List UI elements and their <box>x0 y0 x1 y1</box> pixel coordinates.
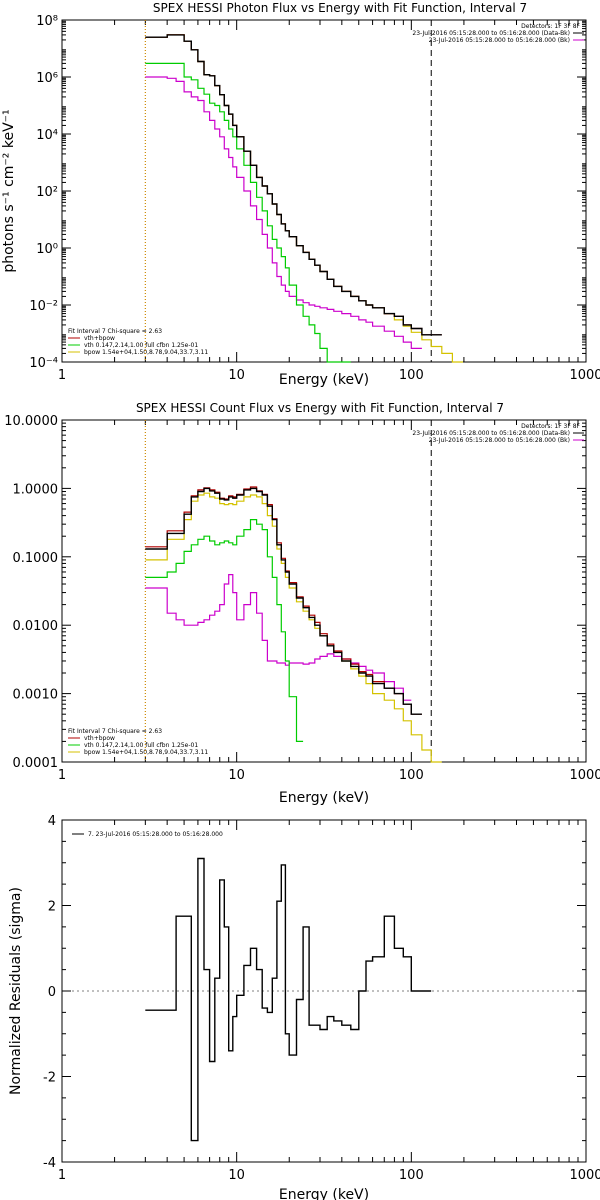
series-data <box>145 487 422 715</box>
residuals-y-label: Normalized Residuals (sigma) <box>8 887 24 1095</box>
legend-bpow: bpow 1.54e+04,1.50,8.78,9.04,33.7,3.11 <box>84 349 208 356</box>
series-data <box>145 34 442 336</box>
series-background <box>145 486 422 715</box>
photon-flux-y-label: photons s⁻¹ cm⁻² keV⁻¹ <box>1 109 17 272</box>
x-tick-label: 1000 <box>569 1168 600 1183</box>
photon-flux-panel: SPEX HESSI Photon Flux vs Energy with Fi… <box>1 1 600 388</box>
y-tick-label: 2 <box>48 900 56 915</box>
x-tick-label: 1000 <box>569 768 600 783</box>
y-tick-label: 10² <box>36 185 58 200</box>
y-tick-label: 0.0100 <box>13 619 59 634</box>
x-tick-label: 100 <box>399 368 424 383</box>
series-vth-plus-bpow <box>145 34 463 363</box>
y-tick-label: 0.0001 <box>13 756 59 771</box>
series-vth <box>145 519 304 742</box>
count-flux-data-interval: 23-Jul-2016 05:15:28.000 to 05:16:28.000… <box>412 430 570 437</box>
photon-flux-title: SPEX HESSI Photon Flux vs Energy with Fi… <box>153 1 527 15</box>
y-tick-label: 10.0000 <box>4 414 58 429</box>
series-residuals <box>145 857 432 1142</box>
x-tick-label: 1 <box>58 1168 66 1183</box>
count-flux-legend-title: Fit Interval 7 Chi-square = 2.63 <box>68 728 162 735</box>
legend-vth: vth 0.147,2.14,1.00 full cfbn 1.25e-01 <box>84 742 198 749</box>
legend-total: vth+bpow <box>84 335 115 342</box>
y-tick-label: -2 <box>43 1071 56 1086</box>
series-bpow <box>145 574 412 701</box>
legend-bpow: bpow 1.54e+04,1.50,8.78,9.04,33.7,3.11 <box>84 749 208 756</box>
legend-vth: vth 0.147,2.14,1.00 full cfbn 1.25e-01 <box>84 342 198 349</box>
y-tick-label: 10⁻² <box>29 299 58 314</box>
y-tick-label: -4 <box>43 1156 56 1171</box>
legend-total: vth+bpow <box>84 735 115 742</box>
x-tick-label: 10 <box>228 368 245 383</box>
y-tick-label: 0.0010 <box>13 688 59 703</box>
x-tick-label: 1000 <box>569 368 600 383</box>
x-tick-label: 10 <box>228 1168 245 1183</box>
photon-flux-detectors: Detectors: 1F 3F 8F <box>521 23 580 30</box>
series-vth-plus-bpow <box>145 492 442 763</box>
y-tick-label: 1.0000 <box>13 482 59 497</box>
y-tick-label: 0.1000 <box>13 551 59 566</box>
series-background <box>145 34 442 336</box>
series-vth <box>145 62 351 363</box>
photon-flux-data-interval: 23-Jul-2016 05:15:28.000 to 05:16:28.000… <box>412 30 570 37</box>
x-tick-label: 1 <box>58 368 66 383</box>
y-tick-label: 10⁰ <box>36 242 58 257</box>
count-flux-panel: SPEX HESSI Count Flux vs Energy with Fit… <box>4 401 600 806</box>
count-flux-plot-frame <box>61 419 587 763</box>
y-tick-label: 4 <box>48 814 56 829</box>
series-bpow <box>145 76 422 349</box>
photon-flux-x-label: Energy (keV) <box>279 372 369 388</box>
y-tick-label: 10⁶ <box>36 71 58 86</box>
x-tick-label: 100 <box>399 768 424 783</box>
photon-flux-bk-interval: 23-Jul-2016 05:15:28.000 to 05:16:28.000… <box>429 37 570 44</box>
y-tick-label: 10⁸ <box>36 14 58 29</box>
residuals-legend: 7. 23-Jul-2016 05:15:28.000 to 05:16:28.… <box>88 831 223 838</box>
x-tick-label: 100 <box>399 1168 424 1183</box>
x-tick-label: 10 <box>228 768 245 783</box>
count-flux-x-label: Energy (keV) <box>279 790 369 806</box>
x-tick-label: 1 <box>58 768 66 783</box>
residuals-x-label: Energy (keV) <box>279 1187 369 1200</box>
y-tick-label: 10⁻⁴ <box>29 356 58 371</box>
count-flux-title: SPEX HESSI Count Flux vs Energy with Fit… <box>136 401 504 415</box>
y-tick-label: 0 <box>48 985 56 1000</box>
count-flux-detectors: Detectors: 1F 3F 8F <box>521 423 580 430</box>
count-flux-bk-interval: 23-Jul-2016 05:15:28.000 to 05:16:28.000… <box>429 437 570 444</box>
residuals-panel: 1 10 100 1000 -4 -2 0 2 4 Energy (keV) Normaliz… <box>8 814 600 1200</box>
photon-flux-plot-frame <box>61 19 587 363</box>
y-tick-label: 10⁴ <box>36 128 58 143</box>
photon-flux-legend-title: Fit Interval 7 Chi-square = 2.63 <box>68 328 162 335</box>
